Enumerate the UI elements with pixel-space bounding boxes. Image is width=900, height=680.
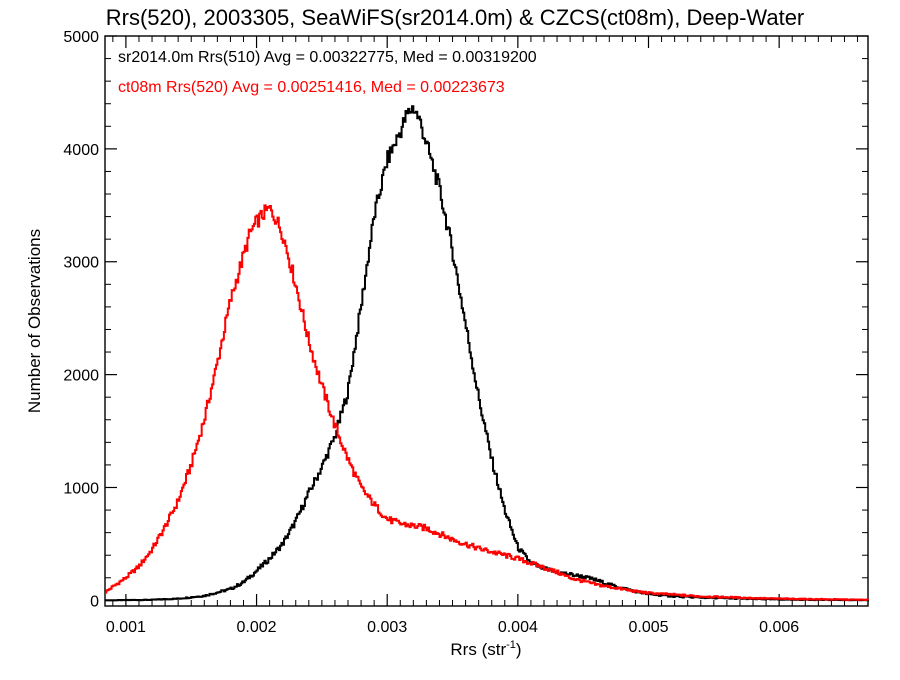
y-tick-label: 5000 bbox=[63, 29, 99, 46]
y-tick-label: 3000 bbox=[63, 255, 99, 272]
chart-title: Rrs(520), 2003305, SeaWiFS(sr2014.0m) & … bbox=[106, 5, 805, 30]
x-axis-label: Rrs (str-1) bbox=[450, 639, 521, 659]
x-tick-label: 0.005 bbox=[628, 619, 668, 636]
x-axis-label-close: ) bbox=[516, 640, 522, 659]
series-group bbox=[105, 105, 869, 602]
y-axis-label: Number of Observations bbox=[25, 229, 44, 413]
y-tick-label: 4000 bbox=[63, 142, 99, 159]
legend-entry-series-1: sr2014.0m Rrs(510) Avg = 0.00322775, Med… bbox=[118, 49, 537, 66]
series-2-histogram bbox=[105, 204, 869, 602]
x-tick-label: 0.002 bbox=[237, 619, 277, 636]
x-axis: 0.001 0.002 0.003 0.004 0.005 0.006 bbox=[106, 36, 859, 636]
plot-frame bbox=[104, 35, 869, 607]
legend-entry-series-2: ct08m Rrs(520) Avg = 0.00251416, Med = 0… bbox=[118, 79, 505, 96]
x-tick-label: 0.006 bbox=[759, 619, 799, 636]
y-tick-label: 2000 bbox=[63, 368, 99, 385]
y-tick-label: 1000 bbox=[63, 480, 99, 497]
x-axis-label-superscript: -1 bbox=[506, 639, 516, 651]
x-tick-label: 0.001 bbox=[106, 619, 146, 636]
x-tick-label: 0.004 bbox=[498, 619, 538, 636]
x-tick-label: 0.003 bbox=[367, 619, 407, 636]
y-axis: 0 1000 2000 3000 4000 5000 bbox=[63, 29, 868, 610]
y-tick-label: 0 bbox=[90, 593, 99, 610]
x-axis-label-main: Rrs (str bbox=[450, 640, 506, 659]
